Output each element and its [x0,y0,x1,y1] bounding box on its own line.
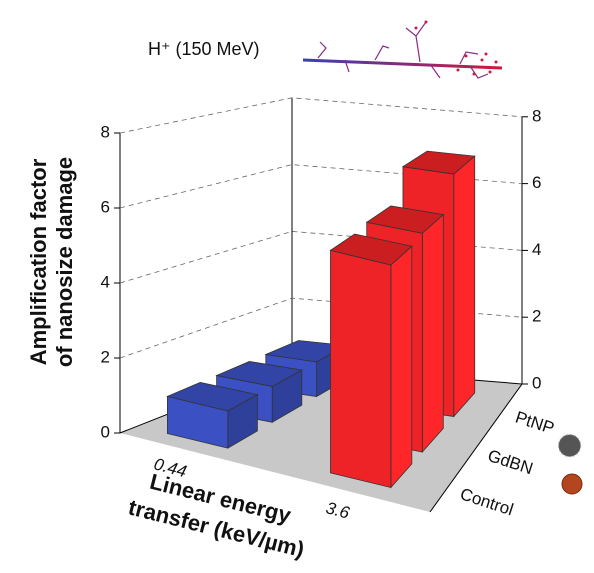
bar-front [330,249,392,489]
y2-tick-label: 8 [532,106,541,125]
y-tick-label: 6 [101,197,110,216]
y-tick-label: 8 [101,122,110,141]
bar-top [166,382,259,412]
depth-label: Control [458,484,516,519]
bar-side [390,245,413,489]
depth-label: PtNP [513,408,557,438]
bar-side [421,213,444,454]
ptnp-icon [558,434,582,458]
bar-side [453,155,476,418]
bar-top [215,361,304,387]
y-axis-title: Amplification factor [26,158,51,365]
track-illustration [302,20,503,79]
bar [329,233,413,489]
bar-top [401,150,476,175]
depth-label: GdBN [485,446,535,478]
y-tick-label: 0 [101,422,110,441]
beam-label: H⁺ (150 MeV) [148,39,260,59]
bar-top [365,205,445,234]
bar [166,382,259,449]
gdbn-icon [561,473,583,495]
grid-line [119,97,523,134]
y2-tick-label: 2 [532,307,541,326]
x-tick-label: 3.6 [324,498,352,523]
y2-tick-label: 6 [532,173,541,192]
y-tick-label: 2 [101,347,110,366]
y-axis-title: of nanosize damage [52,157,77,367]
bar-top [329,233,413,266]
y2-tick-label: 0 [532,373,541,392]
y-tick-label: 4 [101,272,110,291]
y2-tick-label: 4 [532,240,541,259]
